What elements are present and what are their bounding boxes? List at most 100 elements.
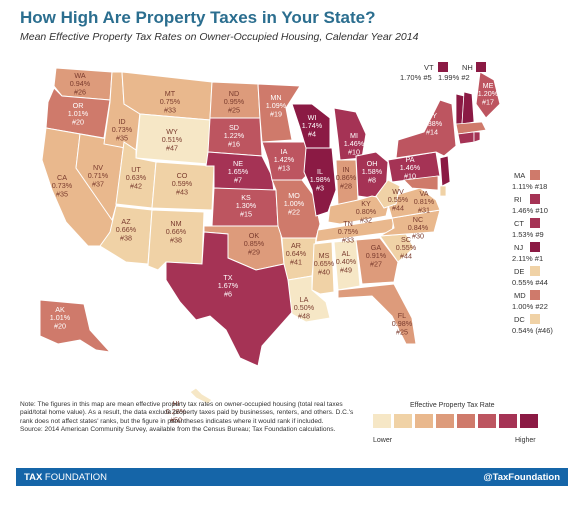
state-rate: 1.20%	[478, 89, 499, 98]
state-label-nc: NC 0.84% #30	[408, 215, 429, 240]
small-state-abbr-ma: MA	[514, 171, 525, 180]
small-state-swatch-ma	[530, 170, 540, 180]
state-rate: 0.84%	[408, 223, 429, 232]
state-al	[333, 239, 361, 291]
state-ms	[311, 241, 335, 295]
small-state-value-ma: 1.11% #18	[512, 182, 547, 191]
state-label-ca: CA 0.73% #35	[52, 173, 73, 198]
state-label-me: ME 1.20% #17	[478, 81, 499, 106]
state-hi	[189, 387, 213, 405]
state-tx	[165, 231, 295, 367]
state-abbr: NM	[170, 219, 181, 228]
state-abbr: WA	[74, 71, 86, 80]
state-rate: 0.66%	[166, 227, 187, 236]
scale-swatch	[457, 414, 475, 428]
small-state-abbr-de: DE	[514, 267, 524, 276]
state-rate: 0.50%	[294, 303, 315, 312]
state-rank: #31	[418, 205, 430, 214]
state-label-ga: GA 0.91% #27	[366, 243, 387, 268]
state-abbr: ND	[229, 89, 239, 98]
small-state-swatch-vt	[438, 62, 448, 72]
state-rate: 1.38%	[422, 119, 443, 128]
state-ak	[39, 299, 112, 353]
small-state-swatch-nj	[530, 242, 540, 252]
state-rate: 0.40%	[336, 257, 357, 266]
state-abbr: IA	[281, 147, 288, 156]
scale-swatch	[394, 414, 412, 428]
state-rate: 0.91%	[366, 251, 387, 260]
state-rank: #43	[176, 187, 188, 196]
state-rate: 0.71%	[88, 171, 109, 180]
state-rate: 0.55%	[396, 243, 417, 252]
small-state-swatch-nh	[476, 62, 486, 72]
state-abbr: CO	[177, 171, 188, 180]
state-label-ak: AK 1.01% #20	[50, 305, 71, 330]
state-abbr: UT	[131, 165, 141, 174]
state-abbr: OK	[249, 231, 260, 240]
state-ky	[327, 195, 391, 225]
small-state-abbr-nj: NJ	[514, 243, 523, 252]
state-label-al: AL 0.40% #49	[336, 249, 357, 274]
state-abbr: MO	[288, 191, 300, 200]
state-md	[403, 175, 439, 191]
state-rank: #35	[116, 133, 128, 142]
state-label-hi: HI 0.28% #50	[166, 399, 187, 424]
state-label-wv: WV 0.55% #44	[388, 187, 409, 212]
color-scale	[373, 414, 538, 428]
state-rank: #27	[370, 259, 382, 268]
source-text: Source: 2014 American Community Survey, …	[20, 426, 336, 434]
state-rank: #20	[72, 117, 84, 126]
legend-higher-label: Higher	[515, 437, 536, 444]
small-state-value-dc: 0.54% (#46)	[512, 326, 553, 335]
state-rate: 0.81%	[414, 197, 435, 206]
state-me	[475, 71, 501, 119]
state-abbr: VA	[419, 189, 428, 198]
state-rank: #29	[248, 247, 260, 256]
state-rank: #47	[166, 143, 178, 152]
state-ri	[473, 131, 481, 143]
state-rate: 0.98%	[392, 319, 413, 328]
state-rate: 1.46%	[400, 163, 421, 172]
state-rate: 1.42%	[274, 155, 295, 164]
scale-swatch	[415, 414, 433, 428]
state-rank: #20	[54, 321, 66, 330]
footer-brand-bold: TAX	[24, 472, 43, 483]
state-rate: 0.80%	[356, 207, 377, 216]
state-abbr: OH	[367, 159, 378, 168]
state-abbr: LA	[300, 295, 309, 304]
state-abbr: AK	[55, 305, 65, 314]
state-rank: #44	[400, 251, 412, 260]
state-ma	[455, 121, 487, 135]
state-abbr: FL	[398, 311, 406, 320]
scale-swatch	[436, 414, 454, 428]
state-label-tn: TN 0.75% #33	[338, 219, 359, 244]
state-shapes	[39, 67, 501, 405]
state-rate: 0.65%	[314, 259, 335, 268]
state-rank: #25	[228, 105, 240, 114]
state-label-ar: AR 0.64% #41	[286, 241, 307, 266]
small-state-value-ct: 1.53% #9	[512, 230, 544, 239]
state-rank: #41	[290, 257, 302, 266]
state-rank: #44	[392, 203, 404, 212]
state-label-or: OR 1.01% #20	[68, 101, 89, 126]
state-va	[385, 187, 441, 219]
state-rank: #22	[288, 207, 300, 216]
state-rank: #30	[412, 231, 424, 240]
state-label-il: IL 1.98% #3	[310, 167, 331, 192]
small-state-abbr-vt: VT	[424, 63, 434, 72]
state-label-oh: OH 1.58% #8	[362, 159, 383, 184]
state-rate: 1.46%	[344, 139, 365, 148]
state-abbr: OR	[73, 101, 84, 110]
state-rate: 1.58%	[362, 167, 383, 176]
page-title: How High Are Property Taxes in Your Stat…	[20, 8, 376, 27]
state-rank: #7	[234, 175, 242, 184]
state-label-nd: ND 0.95% #25	[224, 89, 245, 114]
state-label-ia: IA 1.42% #13	[274, 147, 295, 172]
small-state-value-md: 1.00% #22	[512, 302, 548, 311]
state-rank: #38	[170, 235, 182, 244]
state-rate: 0.51%	[162, 135, 183, 144]
scale-swatch	[478, 414, 496, 428]
state-rank: #25	[396, 327, 408, 336]
state-rate: 1.98%	[310, 175, 331, 184]
